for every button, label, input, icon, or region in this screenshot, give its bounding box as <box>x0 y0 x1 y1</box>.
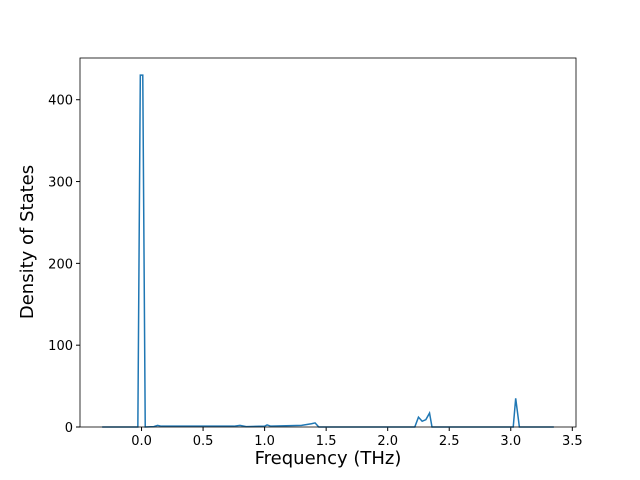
x-tick-label: 2.0 <box>377 434 398 449</box>
x-tick-label: 3.0 <box>500 434 521 449</box>
y-tick-label: 100 <box>48 339 73 354</box>
x-tick-label: 0.5 <box>193 434 214 449</box>
x-tick-label: 1.5 <box>316 434 337 449</box>
axes-frame <box>79 57 577 428</box>
x-axis-label: Frequency (THz) <box>255 448 402 469</box>
x-tick-label: 3.5 <box>562 434 583 449</box>
x-tick-label: 2.5 <box>439 434 460 449</box>
y-axis-label: Density of States <box>17 165 38 319</box>
y-tick-label: 0 <box>65 421 73 436</box>
x-tick-label: 1.0 <box>254 434 275 449</box>
y-tick-label: 200 <box>48 257 73 272</box>
y-tick-label: 300 <box>48 176 73 191</box>
y-tick-label: 400 <box>48 94 73 109</box>
x-tick-label: 0.0 <box>131 434 152 449</box>
line <box>102 74 554 428</box>
